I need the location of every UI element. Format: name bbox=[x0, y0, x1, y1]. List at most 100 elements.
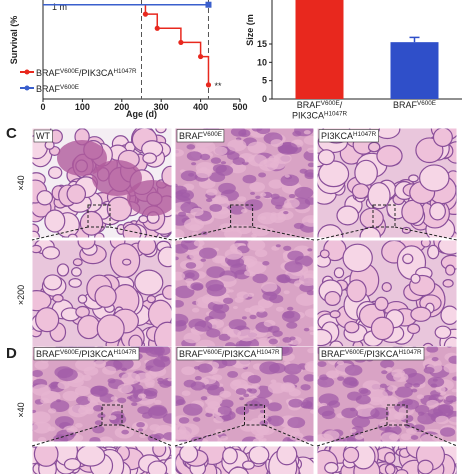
follicle bbox=[153, 321, 172, 350]
follicle bbox=[162, 285, 172, 300]
cell bbox=[218, 333, 231, 341]
cell bbox=[47, 408, 57, 414]
follicle bbox=[445, 264, 456, 276]
cell bbox=[261, 281, 278, 293]
cell bbox=[157, 380, 163, 385]
cell bbox=[149, 424, 161, 431]
cell bbox=[263, 319, 276, 328]
x-axis-label: Age (d) bbox=[126, 109, 157, 119]
cell bbox=[303, 374, 314, 382]
text-run: C bbox=[6, 125, 17, 142]
follicle bbox=[32, 244, 42, 254]
text-run: BRAF bbox=[179, 349, 204, 359]
cell bbox=[81, 374, 92, 381]
cell bbox=[93, 360, 107, 368]
cell bbox=[222, 297, 234, 304]
follicle bbox=[318, 160, 350, 188]
cell bbox=[232, 157, 245, 166]
follicle bbox=[242, 460, 255, 470]
censor-marker bbox=[205, 1, 212, 8]
cell bbox=[32, 411, 51, 424]
text-run: WT bbox=[36, 131, 50, 141]
cell bbox=[244, 199, 263, 211]
cell bbox=[231, 379, 242, 386]
cell bbox=[277, 142, 298, 155]
cell bbox=[284, 174, 290, 178]
cell bbox=[218, 182, 236, 194]
cell bbox=[239, 397, 245, 401]
cell bbox=[175, 271, 186, 281]
text-run: 0 bbox=[262, 94, 267, 104]
y-tick-label: 15 bbox=[257, 39, 267, 49]
cell bbox=[269, 294, 284, 304]
cell bbox=[227, 370, 239, 378]
cell bbox=[435, 415, 449, 425]
cell bbox=[268, 362, 286, 374]
cell bbox=[304, 172, 314, 180]
cell bbox=[393, 412, 404, 420]
cell bbox=[243, 393, 250, 398]
cell bbox=[298, 273, 314, 287]
histology-image bbox=[317, 446, 457, 474]
cell bbox=[221, 414, 232, 421]
cell bbox=[307, 218, 314, 224]
cell bbox=[185, 262, 197, 269]
image-label-box bbox=[176, 129, 225, 143]
cell bbox=[260, 192, 267, 197]
image-label-box bbox=[318, 347, 425, 361]
text-run: /PI3KCA bbox=[79, 349, 114, 359]
cell bbox=[275, 204, 283, 210]
legend-marker bbox=[24, 69, 30, 75]
cell bbox=[337, 360, 345, 366]
cell bbox=[190, 436, 204, 442]
follicle bbox=[420, 240, 431, 248]
histology-image bbox=[317, 346, 457, 442]
significance: ** bbox=[214, 81, 222, 91]
follicle bbox=[137, 240, 157, 256]
text-run: BRAF bbox=[36, 349, 61, 359]
size-chart: Size (m051015BRAFV600E/PIK3CAH1047RBRAFV… bbox=[245, 0, 462, 120]
cell bbox=[252, 438, 264, 442]
cell bbox=[183, 240, 193, 244]
cell bbox=[251, 128, 263, 132]
follicle bbox=[417, 459, 434, 474]
cell bbox=[66, 427, 75, 433]
cell bbox=[443, 363, 457, 373]
cell bbox=[212, 255, 225, 264]
follicle bbox=[336, 205, 360, 226]
follicle bbox=[359, 207, 384, 230]
cell bbox=[213, 146, 228, 156]
cell bbox=[247, 292, 255, 297]
follicle bbox=[228, 466, 249, 474]
x-tick-label: BRAFV600E bbox=[393, 100, 436, 111]
cell bbox=[200, 396, 208, 401]
cell bbox=[54, 416, 74, 428]
cell bbox=[379, 395, 399, 408]
cell bbox=[121, 367, 128, 372]
cell bbox=[94, 420, 103, 426]
cell bbox=[400, 433, 412, 441]
histology-image bbox=[32, 346, 172, 442]
cell bbox=[283, 210, 289, 215]
cell bbox=[227, 257, 245, 268]
zoom-line bbox=[121, 424, 173, 447]
cell bbox=[181, 390, 191, 397]
cell bbox=[416, 394, 425, 400]
follicle bbox=[381, 282, 392, 293]
cell bbox=[414, 404, 430, 414]
cell bbox=[206, 328, 221, 338]
cell bbox=[251, 397, 270, 409]
cell bbox=[283, 363, 302, 375]
follicle bbox=[317, 149, 335, 166]
cell bbox=[98, 436, 113, 442]
panel-label: C bbox=[6, 125, 17, 142]
follicle bbox=[440, 305, 457, 325]
cell bbox=[303, 130, 311, 135]
follicle bbox=[324, 290, 341, 306]
cell bbox=[236, 224, 252, 235]
cell bbox=[232, 305, 238, 310]
cell bbox=[244, 270, 254, 277]
cell bbox=[195, 168, 212, 179]
event-marker bbox=[142, 11, 149, 17]
legend-marker bbox=[24, 85, 30, 91]
